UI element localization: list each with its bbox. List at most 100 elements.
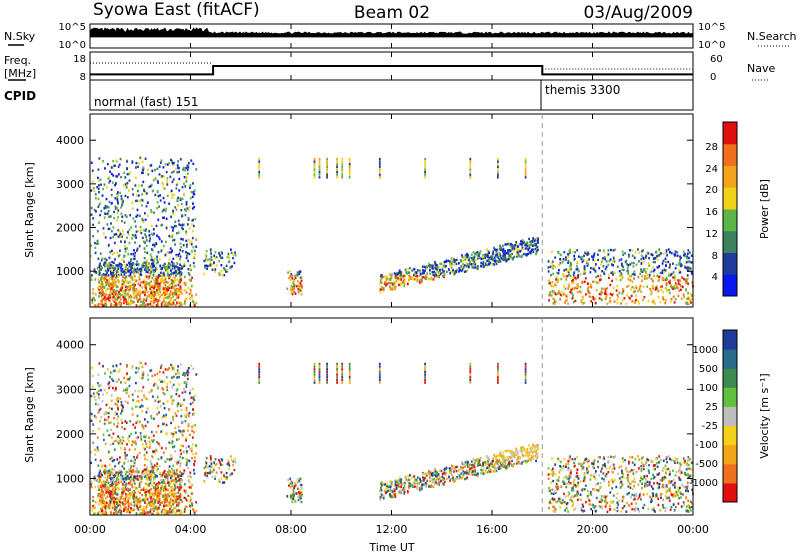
power-cell [319,166,321,168]
velocity-cell [113,490,115,492]
power-cell [469,176,471,178]
velocity-cell [167,511,169,513]
power-cell [101,267,103,269]
nave-tick-high: 60 [710,54,723,65]
power-cell [110,294,112,296]
power-cell [115,197,117,199]
power-cell [509,255,511,257]
velocity-cell [117,415,119,417]
power-cell [120,298,122,300]
power-cell [139,200,141,202]
power-cell [178,231,180,233]
power-cell [654,261,656,263]
velocity-cell [98,397,100,399]
power-cell [141,286,143,288]
power-cell [300,282,302,284]
power-cell [118,281,120,283]
velocity-cell [127,378,129,380]
power-cell [108,285,110,287]
velocity-cell [139,452,141,454]
power-cell [462,268,464,270]
velocity-cell [203,467,205,469]
velocity-cell [141,390,143,392]
velocity-cell [126,372,128,374]
velocity-cell [104,372,106,374]
power-cell [122,230,124,232]
velocity-cell [113,481,115,483]
power-cell [516,254,518,256]
power-cell [463,257,465,259]
power-cell [128,233,130,235]
velocity-cell [92,500,94,502]
power-cell [116,159,118,161]
power-cell [595,270,597,272]
power-cell [686,261,688,263]
power-cell [117,268,119,270]
velocity-cell [150,488,152,490]
power-cell [97,240,99,242]
power-cell [492,251,494,253]
power-cell [180,198,182,200]
velocity-cell [111,394,113,396]
velocity-cell [135,382,137,384]
power-cell [649,274,651,276]
power-cell [537,246,539,248]
power-cell [189,253,191,255]
power-cell [599,293,601,295]
power-cell [179,264,181,266]
velocity-cell [147,485,149,487]
power-cell [680,289,682,291]
velocity-cell [296,493,298,495]
power-cell [189,241,191,243]
power-cell [143,190,145,192]
velocity-cell [131,444,133,446]
velocity-cell [189,472,191,474]
velocity-cell [185,490,187,492]
velocity-cell [212,471,214,473]
power-cell [336,176,338,178]
velocity-cell [185,372,187,374]
power-cell [604,256,606,258]
power-cell [185,180,187,182]
velocity-cell [127,488,129,490]
velocity-cell [101,481,103,483]
power-cell [381,274,383,276]
velocity-cell [132,424,134,426]
power-cell [164,304,166,306]
power-cell [683,296,685,298]
velocity-cell [193,463,195,465]
power-cell [341,163,343,165]
power-cell [448,268,450,270]
velocity-cell [192,368,194,370]
velocity-cell [297,488,299,490]
power-cell [639,273,641,275]
velocity-cell [145,435,147,437]
power-cell [105,213,107,215]
power-cell [117,191,119,193]
power-cell [617,302,619,304]
velocity-cell [144,418,146,420]
velocity-cell [154,501,156,503]
velocity-cell [98,485,100,487]
velocity-cell [211,466,213,468]
power-cell [597,259,599,261]
velocity-cell [106,412,108,414]
power-cell [594,252,596,254]
power-cell [476,253,478,255]
power-cell [556,276,558,278]
velocity-cell [98,390,100,392]
power-cell [336,163,338,165]
power-cell [605,298,607,300]
power-cell [349,166,351,168]
velocity-cell [148,502,150,504]
power-cell [608,253,610,255]
velocity-cell [173,470,175,472]
power-cell [191,191,193,193]
power-cell [404,280,406,282]
power-cell [497,158,499,160]
velocity-cell [155,488,157,490]
power-cell [505,252,507,254]
power-cell [314,171,316,173]
velocity-cell [194,456,196,458]
power-cell [408,275,410,277]
